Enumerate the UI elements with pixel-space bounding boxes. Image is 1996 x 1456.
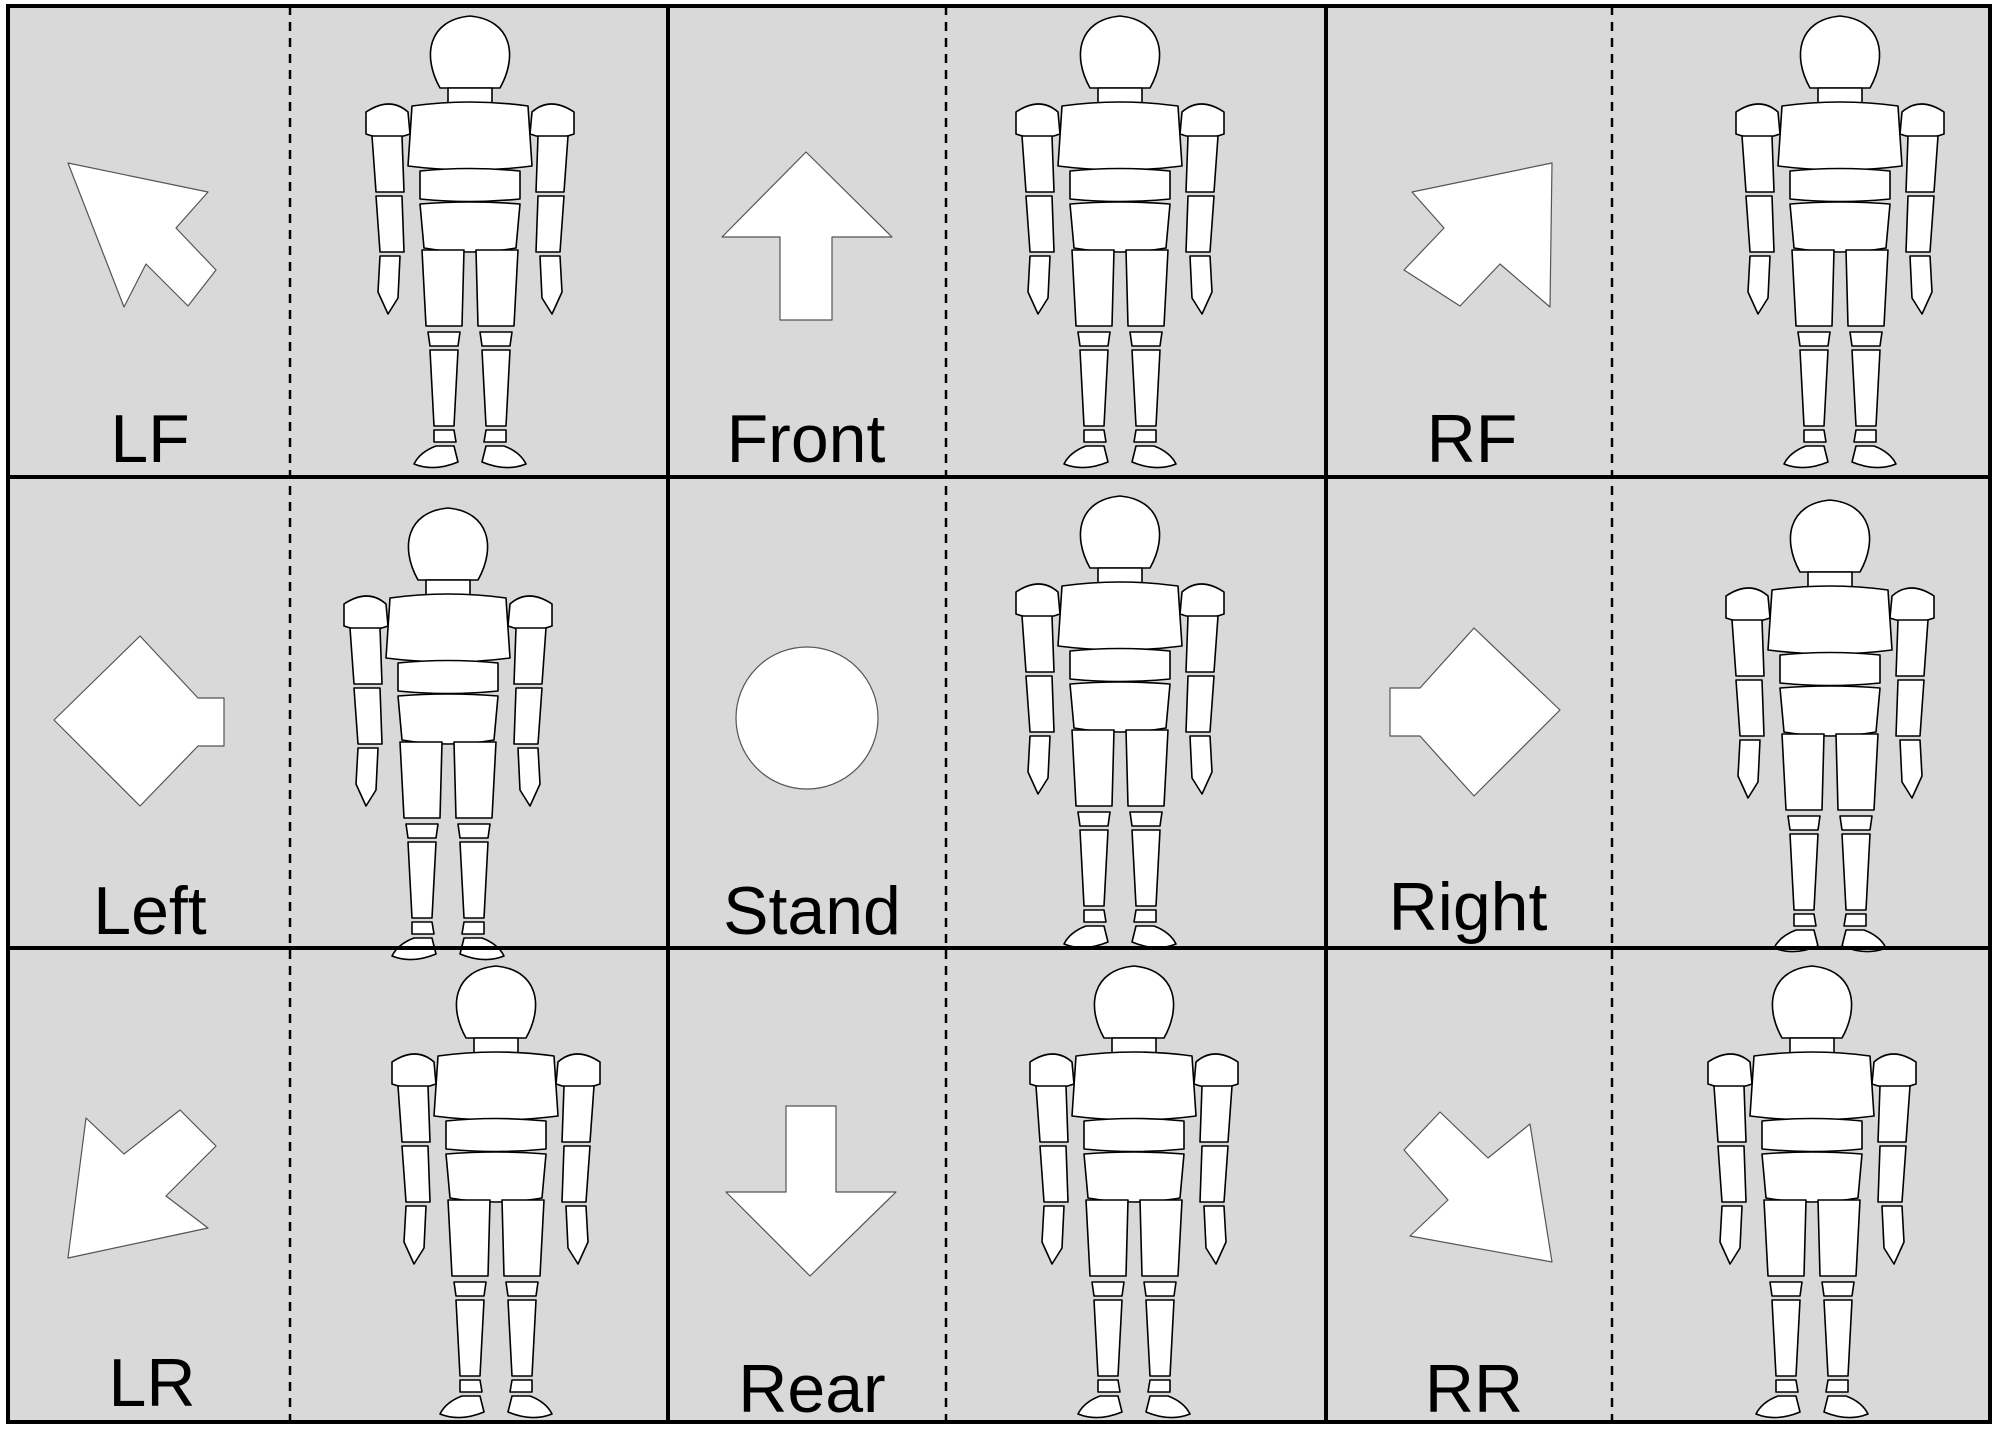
cell-label-stand: Stand — [723, 873, 901, 949]
arrow-down-left-icon — [67, 1109, 217, 1259]
cell-lf: LF — [67, 15, 575, 477]
dashed-separators — [288, 6, 1614, 1422]
arrow-left-icon — [53, 635, 225, 807]
cell-label-lr: LR — [109, 1345, 196, 1421]
cell-rf: RF — [1403, 15, 1945, 477]
cell-label-rear: Rear — [738, 1351, 885, 1427]
arrow-down-icon — [725, 1105, 897, 1277]
cell-stand: Stand — [723, 495, 1225, 949]
cell-lr: LR — [67, 965, 601, 1421]
arrow-up-left-icon — [67, 162, 217, 308]
cell-rear: Rear — [725, 965, 1239, 1427]
cell-right: Right — [1389, 499, 1935, 953]
arrow-up-right-icon — [1403, 162, 1553, 308]
grid-lines — [6, 4, 1992, 1424]
arrow-right-icon — [1389, 627, 1561, 797]
grid-background — [8, 6, 1990, 1422]
cell-label-rf: RF — [1427, 401, 1518, 477]
cell-front: Front — [721, 15, 1225, 477]
cell-label-right: Right — [1389, 869, 1548, 945]
cell-label-front: Front — [727, 401, 886, 477]
circle-icon — [735, 646, 879, 790]
cell-rr: RR — [1403, 965, 1917, 1427]
cell-label-left: Left — [93, 873, 207, 949]
arrow-up-icon — [721, 151, 893, 321]
arrow-down-right-icon — [1403, 1111, 1553, 1263]
cell-left: Left — [53, 507, 553, 961]
cell-label-lf: LF — [110, 401, 189, 477]
cell-label-rr: RR — [1425, 1351, 1523, 1427]
